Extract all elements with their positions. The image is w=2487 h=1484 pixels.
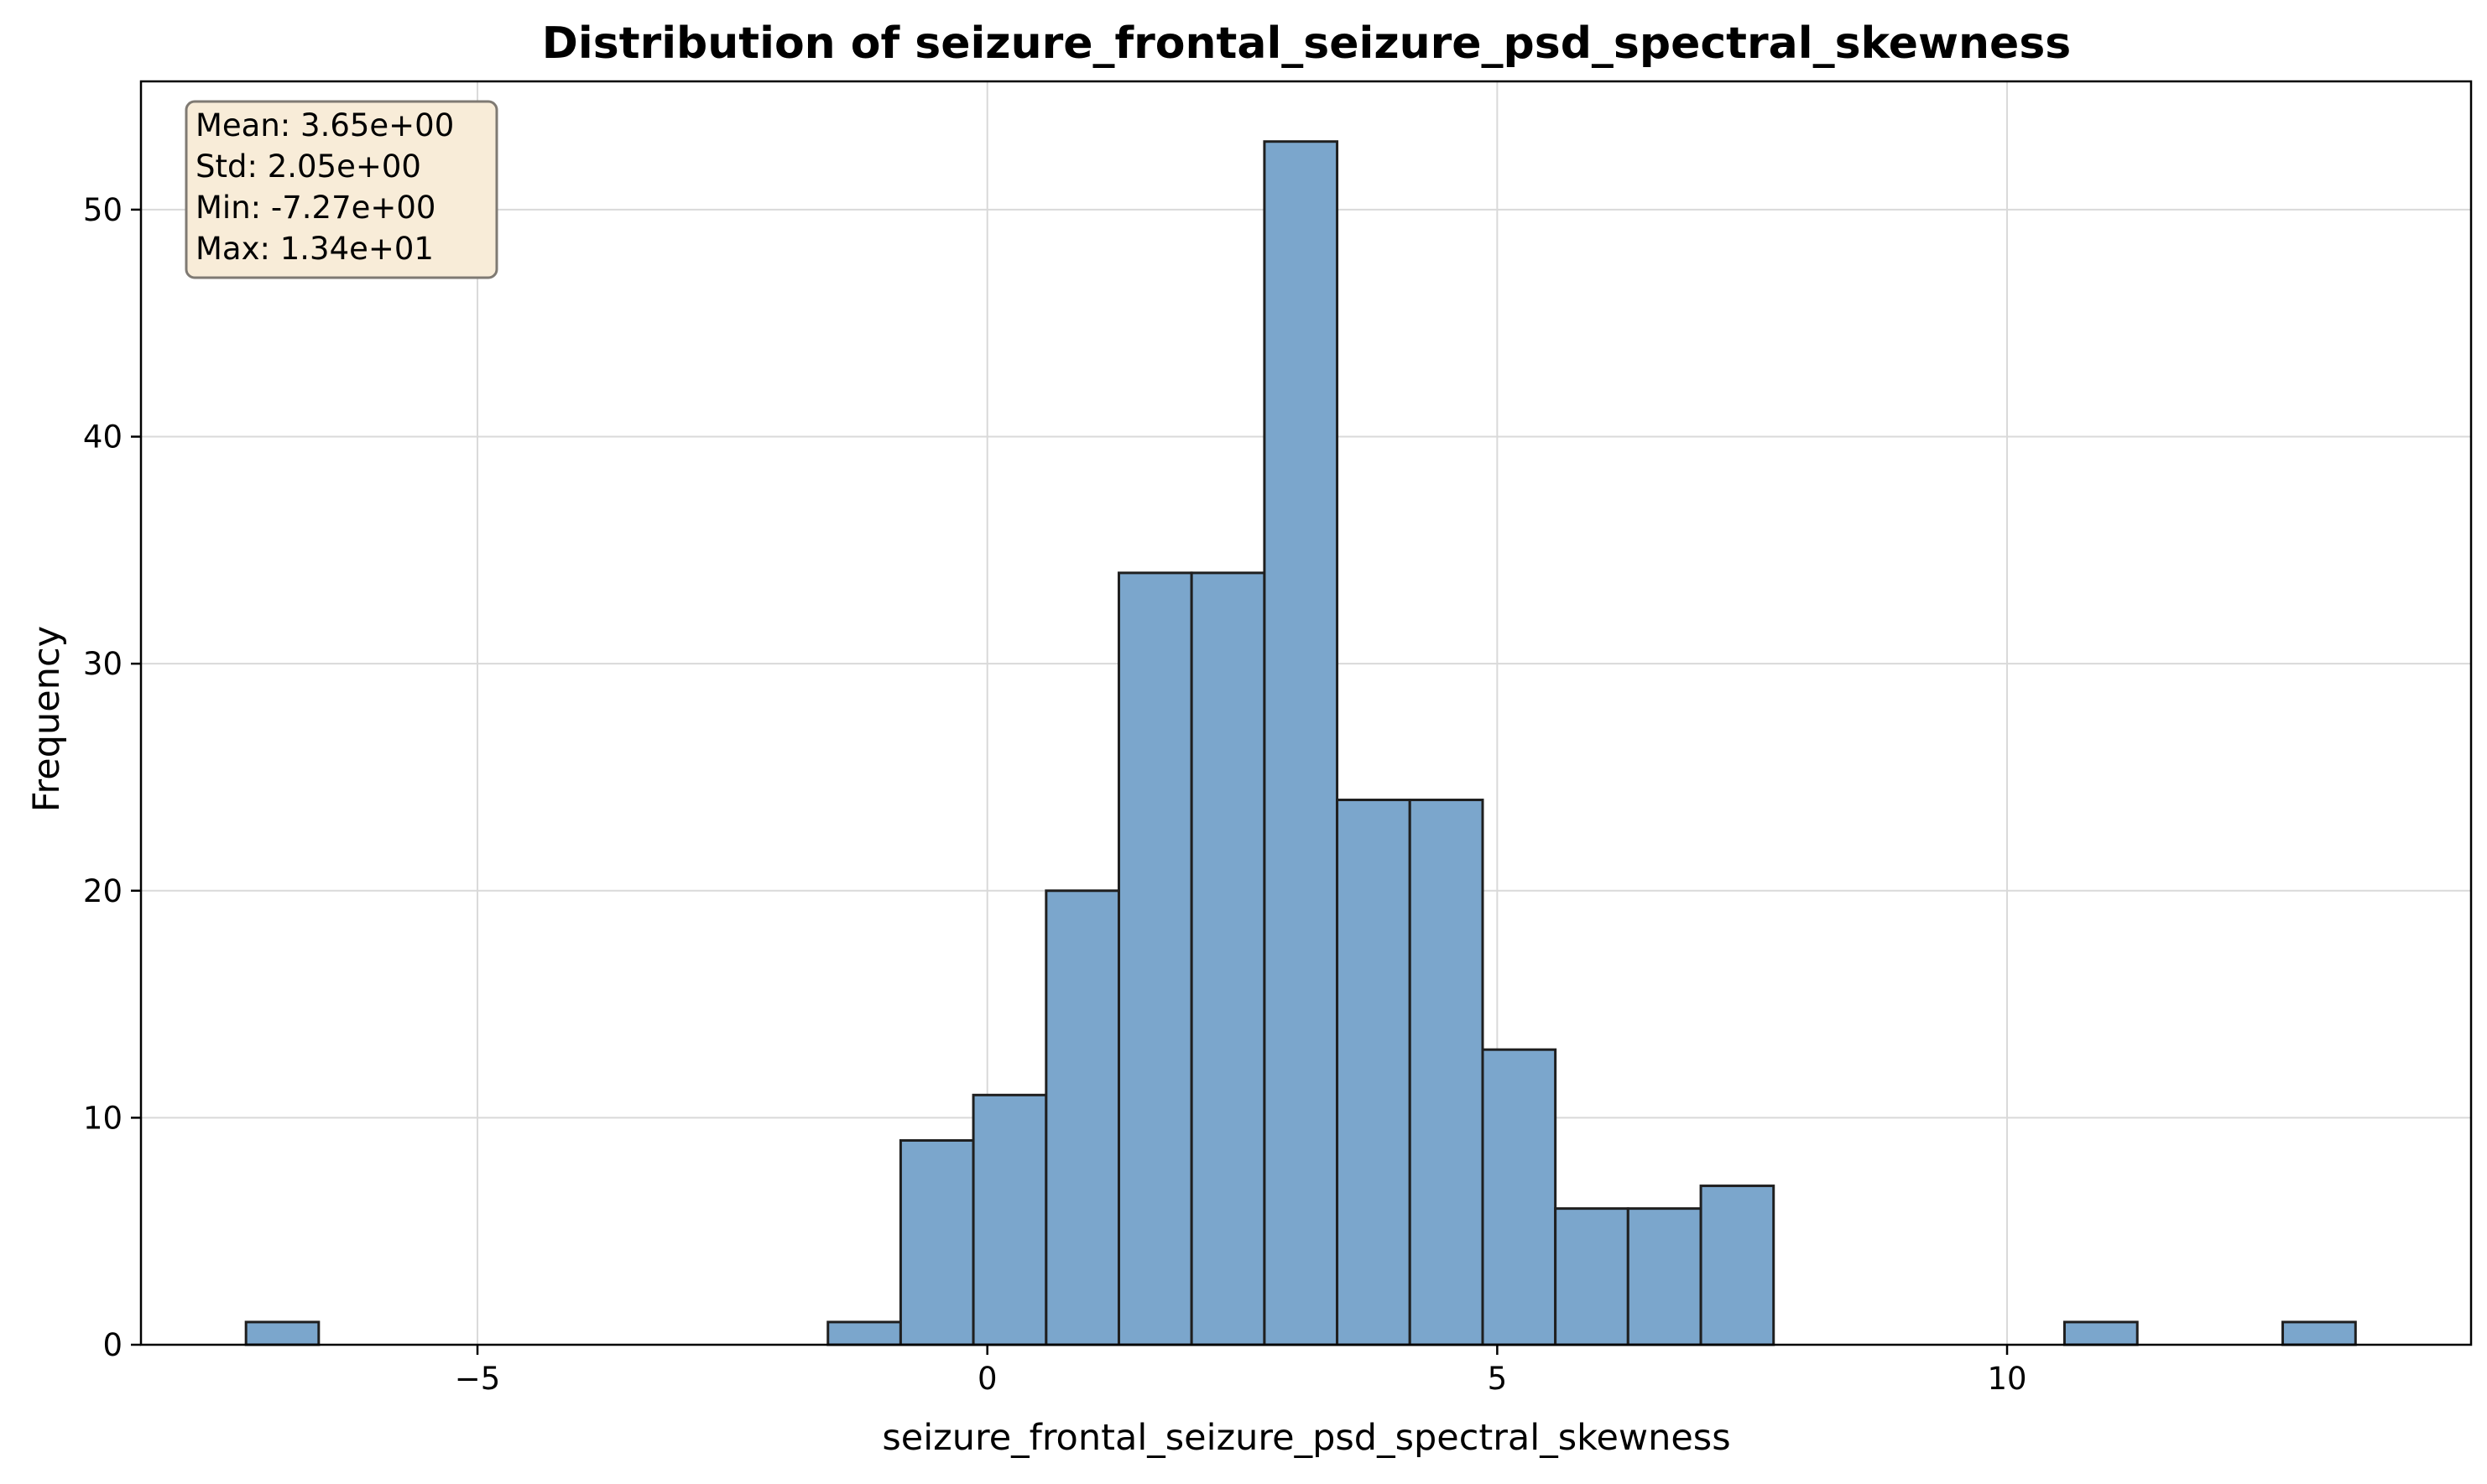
ticks-layer: −5 0 5 10 0 10 20 30 40 50 <box>83 192 2027 1397</box>
y-axis-label: Frequency <box>26 626 68 812</box>
y-tick-label: 10 <box>83 1100 123 1136</box>
histogram-bar <box>1408 799 1484 1346</box>
stats-max: Max: 1.34e+01 <box>196 231 434 267</box>
y-tick-label: 0 <box>102 1327 123 1363</box>
x-tick-label: 0 <box>978 1361 998 1397</box>
stats-box-background <box>185 100 498 279</box>
stats-std: Std: 2.05e+00 <box>196 148 421 185</box>
histogram-bar <box>1190 571 1266 1346</box>
histogram-bar <box>1481 1048 1557 1346</box>
histogram-bar <box>1263 140 1339 1346</box>
stats-mean: Mean: 3.65e+00 <box>196 107 454 143</box>
plot-frame <box>139 80 2473 1346</box>
histogram-bar <box>1117 571 1193 1346</box>
stats-box: Mean: 3.65e+00 Std: 2.05e+00 Min: -7.27e… <box>185 100 498 279</box>
y-tick-label: 50 <box>83 192 123 228</box>
x-tick-label: −5 <box>455 1361 501 1397</box>
histogram-bar <box>972 1093 1048 1346</box>
histogram-bar <box>1554 1207 1629 1346</box>
y-tick-label: 20 <box>83 873 123 909</box>
histogram-bar <box>899 1138 975 1346</box>
histogram-bar <box>1336 799 1411 1346</box>
histogram-bar <box>1626 1207 1702 1346</box>
stats-min: Min: -7.27e+00 <box>196 190 435 226</box>
chart-title: Distribution of seizure_frontal_seizure_… <box>542 18 2071 69</box>
histogram-bar <box>2281 1320 2357 1346</box>
x-axis-label: seizure_frontal_seizure_psd_spectral_ske… <box>882 1417 1730 1459</box>
histogram-bar <box>2062 1320 2139 1346</box>
x-tick-label: 5 <box>1488 1361 1508 1397</box>
histogram-bar <box>826 1320 902 1346</box>
y-tick-label: 30 <box>83 646 123 682</box>
histogram-bar <box>1699 1185 1775 1346</box>
x-tick-label: 10 <box>1987 1361 2026 1397</box>
histogram-bar <box>244 1320 321 1346</box>
y-tick-label: 40 <box>83 419 123 456</box>
histogram-bar <box>1045 889 1120 1346</box>
